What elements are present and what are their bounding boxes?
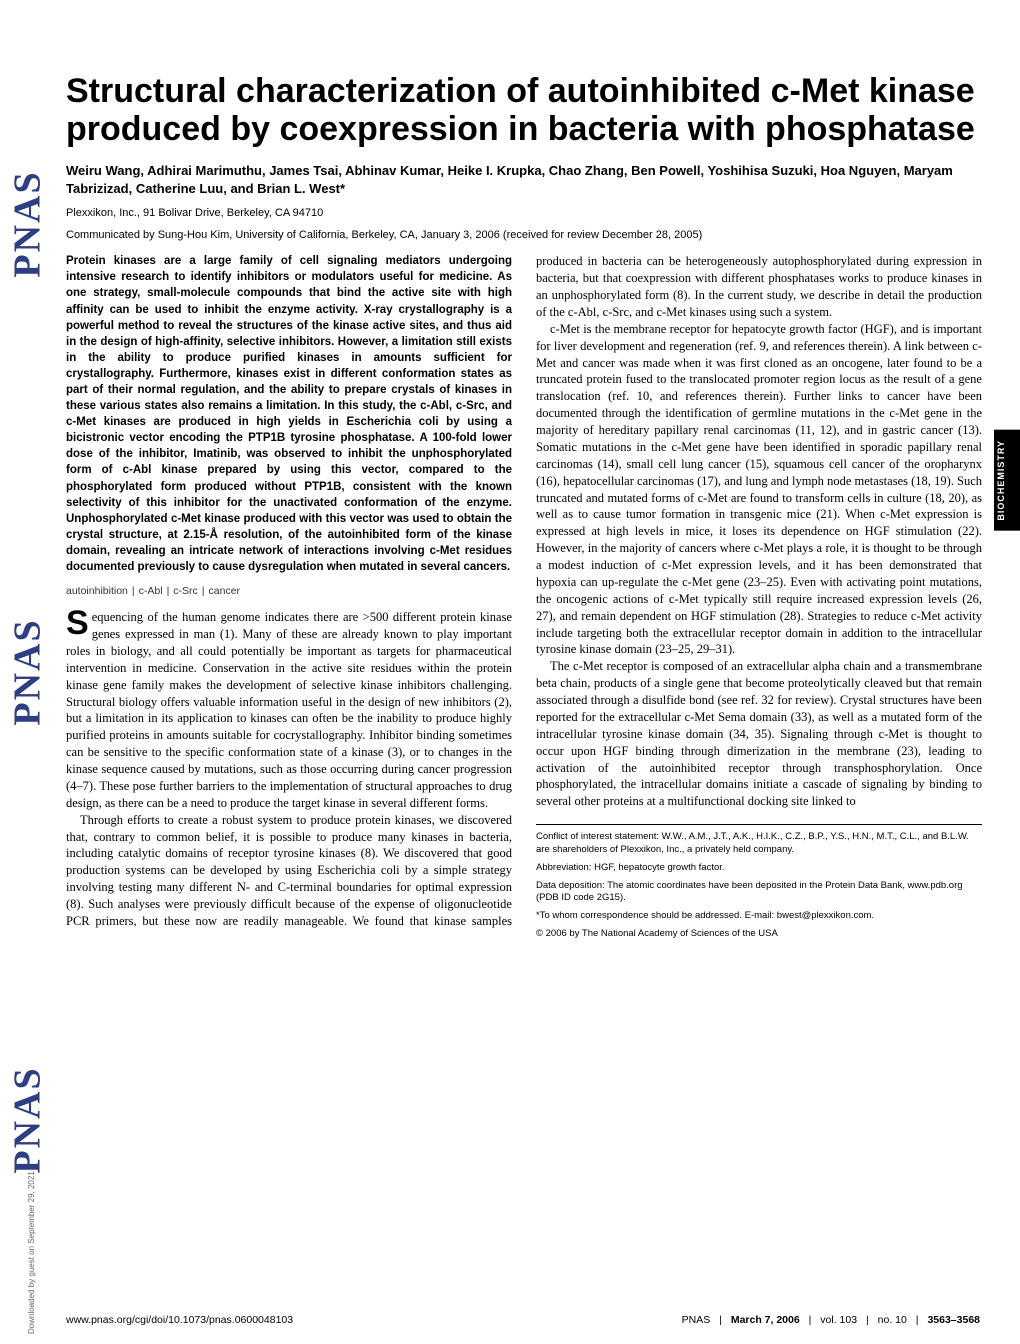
keyword: autoinhibition [66,585,128,597]
article-title: Structural characterization of autoinhib… [66,72,982,148]
keyword: c-Src [173,585,198,597]
dropcap: S [66,609,92,638]
footer-volume: vol. 103 [820,1314,857,1326]
body-text: equencing of the human genome indicates … [66,610,512,810]
footer-doi: www.pnas.org/cgi/doi/10.1073/pnas.060004… [66,1314,293,1326]
communicated-line: Communicated by Sung-Hou Kim, University… [66,229,982,241]
body-paragraph-3: c-Met is the membrane receptor for hepat… [536,321,982,659]
page-footer: www.pnas.org/cgi/doi/10.1073/pnas.060004… [66,1314,980,1326]
correspondence-note: *To whom correspondence should be addres… [536,910,982,923]
journal-rail: PNAS PNAS PNAS [8,0,48,1344]
body-paragraph-1: Sequencing of the human genome indicates… [66,609,512,812]
pnas-logo: PNAS [6,1066,50,1173]
keyword: c-Abl [139,585,163,597]
data-deposition-note: Data deposition: The atomic coordinates … [536,880,982,906]
body-paragraph-4: The c-Met receptor is composed of an ext… [536,658,982,810]
section-label: BIOCHEMISTRY [994,430,1020,531]
author-list: Weiru Wang, Adhirai Marimuthu, James Tsa… [66,162,982,197]
keywords-line: autoinhibition|c-Abl|c-Src|cancer [66,585,512,597]
footer-pages: 3563–3568 [927,1314,980,1326]
footer-date: March 7, 2006 [731,1314,800,1326]
two-column-body: Protein kinases are a large family of ce… [66,253,982,941]
affiliation: Plexxikon, Inc., 91 Bolivar Drive, Berke… [66,207,982,219]
conflict-statement: Conflict of interest statement: W.W., A.… [536,831,982,857]
abstract: Protein kinases are a large family of ce… [66,253,512,575]
footnotes-block: Conflict of interest statement: W.W., A.… [536,824,982,941]
footer-issue: no. 10 [878,1314,907,1326]
download-note: Downloaded by guest on September 29, 202… [27,1171,36,1334]
keyword: cancer [209,585,241,597]
page-content: Structural characterization of autoinhib… [66,0,982,941]
pnas-logo: PNAS [6,170,50,277]
footer-citation: PNAS | March 7, 2006 | vol. 103 | no. 10… [682,1314,980,1326]
pnas-logo: PNAS [6,618,50,725]
abbreviation-note: Abbreviation: HGF, hepatocyte growth fac… [536,862,982,875]
copyright-note: © 2006 by The National Academy of Scienc… [536,928,982,941]
footer-journal: PNAS [682,1314,711,1326]
